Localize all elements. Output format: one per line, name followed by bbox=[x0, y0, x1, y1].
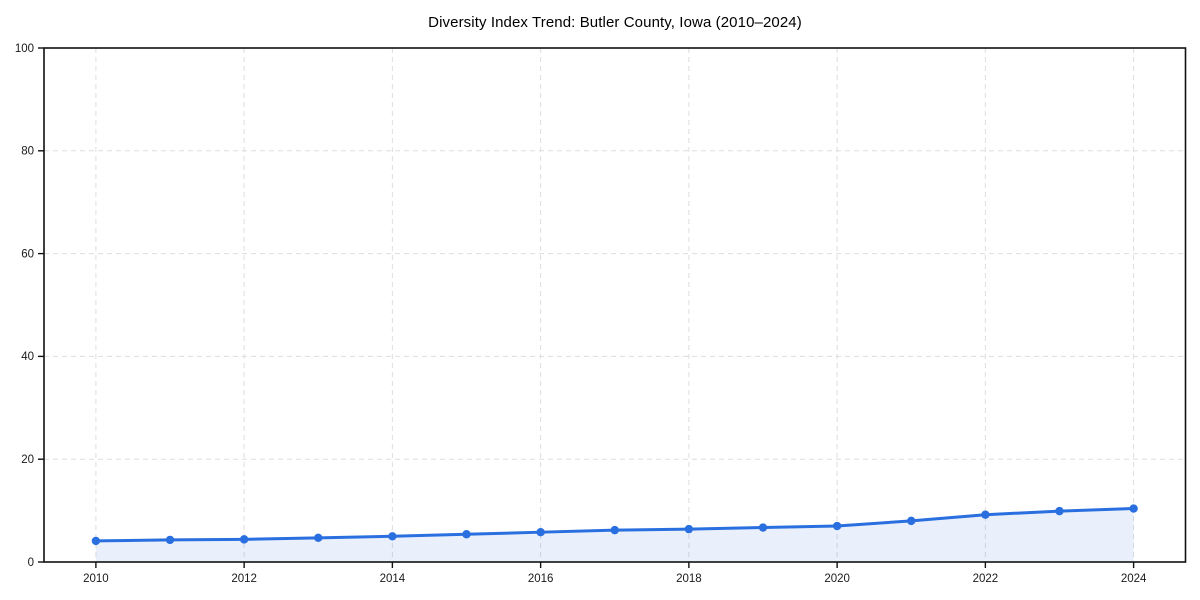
data-point-2023 bbox=[1055, 506, 1064, 516]
x-tick-label: 2016 bbox=[528, 573, 554, 585]
y-tick-label: 20 bbox=[21, 454, 34, 466]
x-tick-label: 2020 bbox=[824, 573, 850, 585]
data-point-2022 bbox=[981, 510, 990, 519]
x-tick-label: 2022 bbox=[973, 573, 999, 585]
y-tick-label: 80 bbox=[21, 146, 34, 158]
data-point-2013 bbox=[314, 533, 323, 543]
data-point-2016 bbox=[536, 527, 545, 537]
chart-title: Diversity Index Trend: Butler County, Io… bbox=[428, 14, 802, 31]
data-point-2017 bbox=[610, 525, 619, 535]
area-fill bbox=[95, 508, 1134, 562]
x-tick-label: 2014 bbox=[380, 573, 406, 585]
data-point-2014 bbox=[388, 532, 397, 541]
x-tick-label: 2010 bbox=[83, 573, 109, 585]
y-tick-label: 0 bbox=[28, 557, 34, 569]
data-point-2021 bbox=[907, 516, 916, 526]
x-tick-label: 2018 bbox=[676, 573, 702, 585]
data-point-2011 bbox=[165, 535, 175, 545]
data-point-2012 bbox=[239, 535, 249, 544]
y-tick-label: 100 bbox=[15, 43, 34, 55]
data-point-2024 bbox=[1129, 504, 1138, 513]
y-tick-label: 60 bbox=[21, 248, 34, 260]
x-tick-label: 2012 bbox=[231, 573, 257, 585]
plot-area bbox=[44, 48, 1186, 562]
data-point-2015 bbox=[462, 530, 471, 539]
data-point-2010 bbox=[91, 536, 101, 546]
y-tick-label: 40 bbox=[21, 351, 34, 363]
data-point-2019 bbox=[758, 523, 768, 532]
x-tick-label: 2024 bbox=[1121, 573, 1147, 585]
data-point-2018 bbox=[684, 524, 694, 534]
axes-spines bbox=[43, 47, 1187, 563]
data-point-2020 bbox=[832, 521, 842, 531]
